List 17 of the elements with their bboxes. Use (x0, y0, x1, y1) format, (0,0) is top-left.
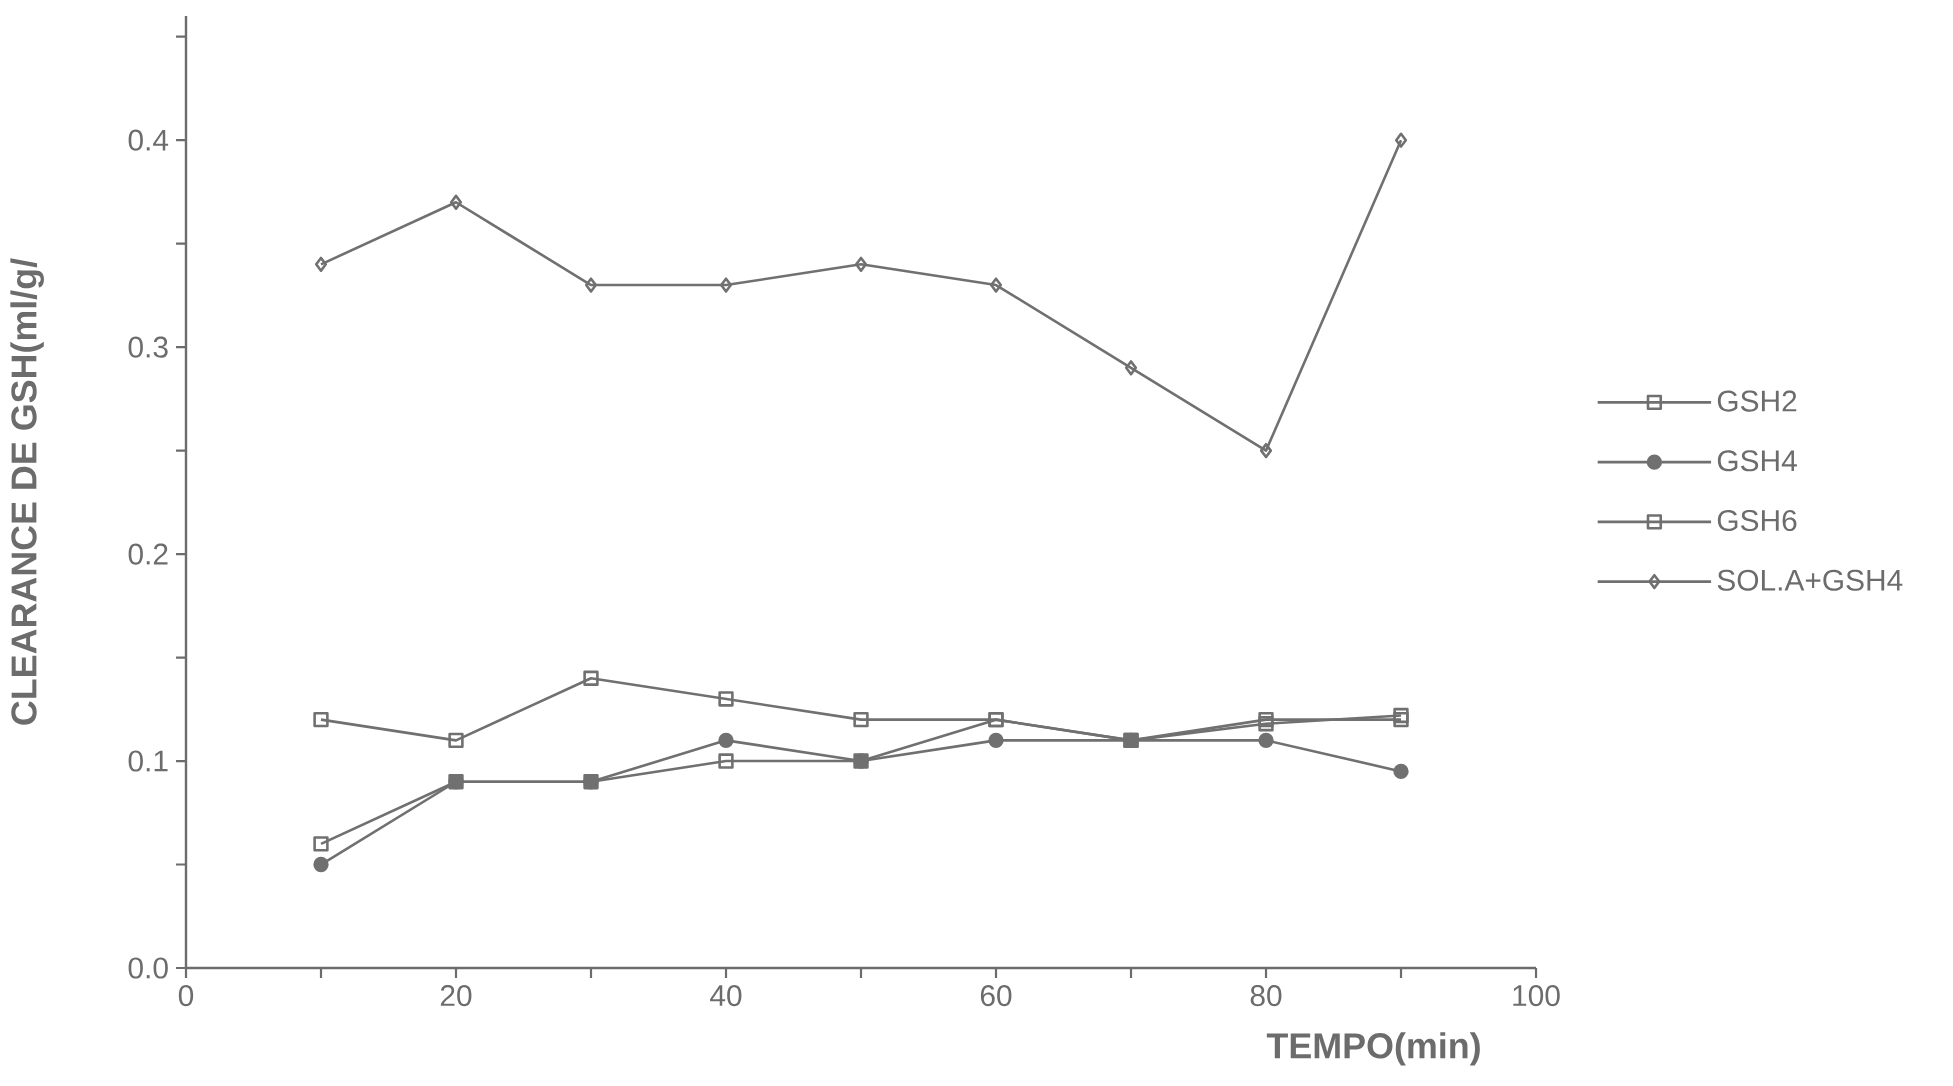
legend-label: GSH2 (1717, 390, 1797, 412)
y-tick-label: 0.0 (128, 957, 168, 979)
legend-label: GSH4 (1717, 450, 1797, 472)
y-tick-label: 0.3 (128, 336, 168, 358)
y-tick-label: 0.2 (128, 543, 168, 565)
legend-label: GSH6 (1717, 509, 1797, 532)
y-tick-label: 0.4 (128, 129, 169, 151)
x-tick-label: 80 (1250, 985, 1282, 1007)
legend-label: SOL.A+GSH4 (1717, 569, 1903, 591)
y-tick-label: 0.1 (128, 750, 168, 772)
x-tick-label: 60 (980, 985, 1012, 1007)
x-tick-label: 100 (1513, 985, 1560, 1007)
x-tick-label: 0 (178, 985, 194, 1007)
x-tick-label: 20 (440, 985, 472, 1007)
y-axis-title: CLEARANCE DE GSH(ml/g/ (10, 258, 44, 725)
x-tick-label: 40 (710, 985, 742, 1007)
x-axis-title: TEMPO(min) (1266, 1032, 1480, 1066)
